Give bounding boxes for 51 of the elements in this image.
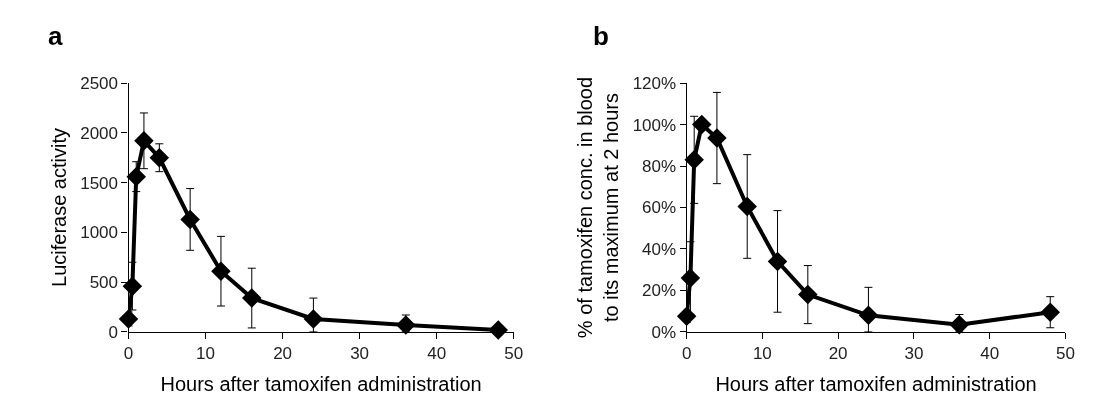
y-tick-label: 80% bbox=[642, 156, 677, 176]
x-tick-label: 50 bbox=[504, 344, 524, 364]
y-tick-label: 60% bbox=[642, 198, 677, 218]
y-axis-title: Luciferase activity bbox=[47, 128, 70, 287]
point bbox=[684, 150, 704, 170]
chart-title: a bbox=[48, 21, 63, 51]
point bbox=[211, 261, 231, 281]
point bbox=[798, 284, 818, 305]
x-tick-label: 20 bbox=[828, 344, 848, 364]
x-tick-label: 10 bbox=[752, 344, 772, 364]
x-axis-title: Hours after tamoxifen administration bbox=[715, 372, 1037, 395]
point bbox=[680, 268, 701, 288]
point bbox=[134, 131, 154, 151]
point bbox=[488, 320, 509, 340]
y-tick-label: 20% bbox=[642, 281, 677, 301]
y-tick-label: 1500 bbox=[80, 173, 119, 193]
point bbox=[692, 114, 712, 135]
point bbox=[858, 305, 879, 326]
y-tick-label: 100% bbox=[632, 115, 677, 135]
point bbox=[1040, 302, 1060, 322]
x-tick-label: 30 bbox=[904, 344, 924, 364]
x-tick-label: 0 bbox=[123, 344, 134, 364]
y-axis-title: % of tamoxifen conc. in blood to its maximum at 2 hours bbox=[574, 76, 623, 339]
chart-title: b bbox=[593, 21, 609, 51]
x-tick-label: 20 bbox=[273, 344, 293, 364]
point bbox=[707, 128, 727, 148]
x-tick-label: 10 bbox=[196, 344, 216, 364]
y-tick-label: 0 bbox=[108, 322, 119, 342]
point bbox=[396, 315, 416, 335]
x-tick-label: 40 bbox=[427, 344, 447, 364]
y-tick-label: 120% bbox=[632, 74, 677, 94]
x-tick-label: 30 bbox=[350, 344, 370, 364]
x-tick-label: 0 bbox=[681, 344, 692, 364]
x-tick-label: 50 bbox=[1055, 344, 1075, 364]
point bbox=[180, 209, 200, 230]
point bbox=[126, 166, 146, 187]
y-tick-label: 0% bbox=[651, 322, 677, 342]
x-axis-title: Hours after tamoxifen administration bbox=[160, 372, 482, 395]
point bbox=[949, 314, 970, 335]
point bbox=[149, 147, 170, 168]
point bbox=[242, 288, 262, 308]
point bbox=[737, 196, 757, 217]
y-tick-label: 40% bbox=[642, 239, 677, 259]
y-tick-label: 1000 bbox=[80, 223, 119, 243]
y-tick-label: 500 bbox=[89, 273, 119, 293]
point bbox=[303, 309, 324, 329]
y-tick-label: 2500 bbox=[80, 74, 119, 94]
y-tick-label: 2000 bbox=[80, 123, 119, 143]
point bbox=[767, 251, 788, 272]
point bbox=[122, 276, 143, 296]
x-tick-label: 40 bbox=[980, 344, 1000, 364]
